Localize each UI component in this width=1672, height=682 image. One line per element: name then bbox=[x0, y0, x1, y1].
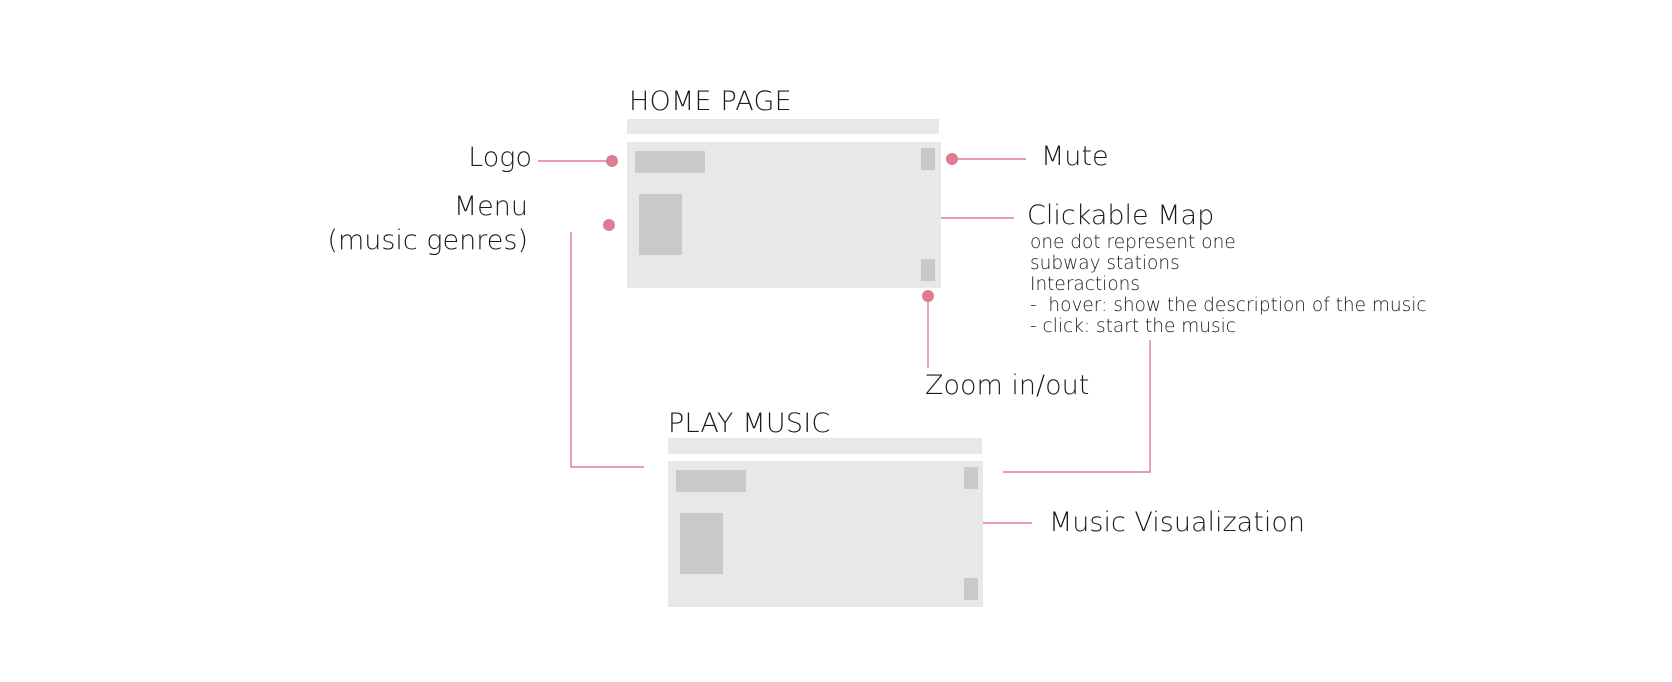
clickable-map-description: one dot represent one subway stations In… bbox=[1030, 232, 1427, 337]
play-logo-placeholder bbox=[676, 470, 746, 492]
map-to-play-connector-line bbox=[1003, 340, 1151, 473]
play-zoom-placeholder bbox=[964, 578, 978, 600]
zoom-dot bbox=[922, 290, 934, 302]
menu-label-line1: Menu bbox=[453, 191, 528, 222]
play-music-frame bbox=[668, 461, 983, 607]
menu-dot bbox=[603, 219, 615, 231]
mute-dot bbox=[946, 153, 958, 165]
clickable-map-label: Clickable Map bbox=[1027, 200, 1215, 231]
play-music-title: PLAY MUSIC bbox=[668, 408, 831, 439]
home-menu-placeholder bbox=[639, 194, 682, 255]
logo-dot bbox=[606, 155, 618, 167]
clickable-map-desc-line: one dot represent one bbox=[1030, 232, 1236, 253]
home-page-frame bbox=[627, 142, 941, 288]
zoom-label: Zoom in/out bbox=[925, 370, 1090, 401]
clickable-map-desc-line: Interactions bbox=[1030, 274, 1141, 295]
music-visualization-label: Music Visualization bbox=[1049, 507, 1305, 538]
play-menu-placeholder bbox=[680, 513, 723, 574]
mute-label: Mute bbox=[1041, 141, 1109, 172]
home-address-bar bbox=[627, 119, 939, 134]
play-mute-placeholder bbox=[964, 467, 978, 489]
home-zoom-placeholder bbox=[921, 259, 935, 281]
home-mute-placeholder bbox=[921, 148, 935, 170]
home-page-title: HOME PAGE bbox=[629, 86, 792, 117]
clickable-map-desc-line: - hover: show the description of the mus… bbox=[1030, 295, 1427, 316]
menu-label-line2: (music genres) bbox=[327, 225, 528, 256]
clickable-map-desc-line: - click: start the music bbox=[1030, 316, 1236, 337]
clickable-map-desc-line: subway stations bbox=[1030, 253, 1180, 274]
logo-label: Logo bbox=[468, 142, 532, 173]
home-logo-placeholder bbox=[635, 151, 705, 173]
play-address-bar bbox=[668, 438, 982, 454]
